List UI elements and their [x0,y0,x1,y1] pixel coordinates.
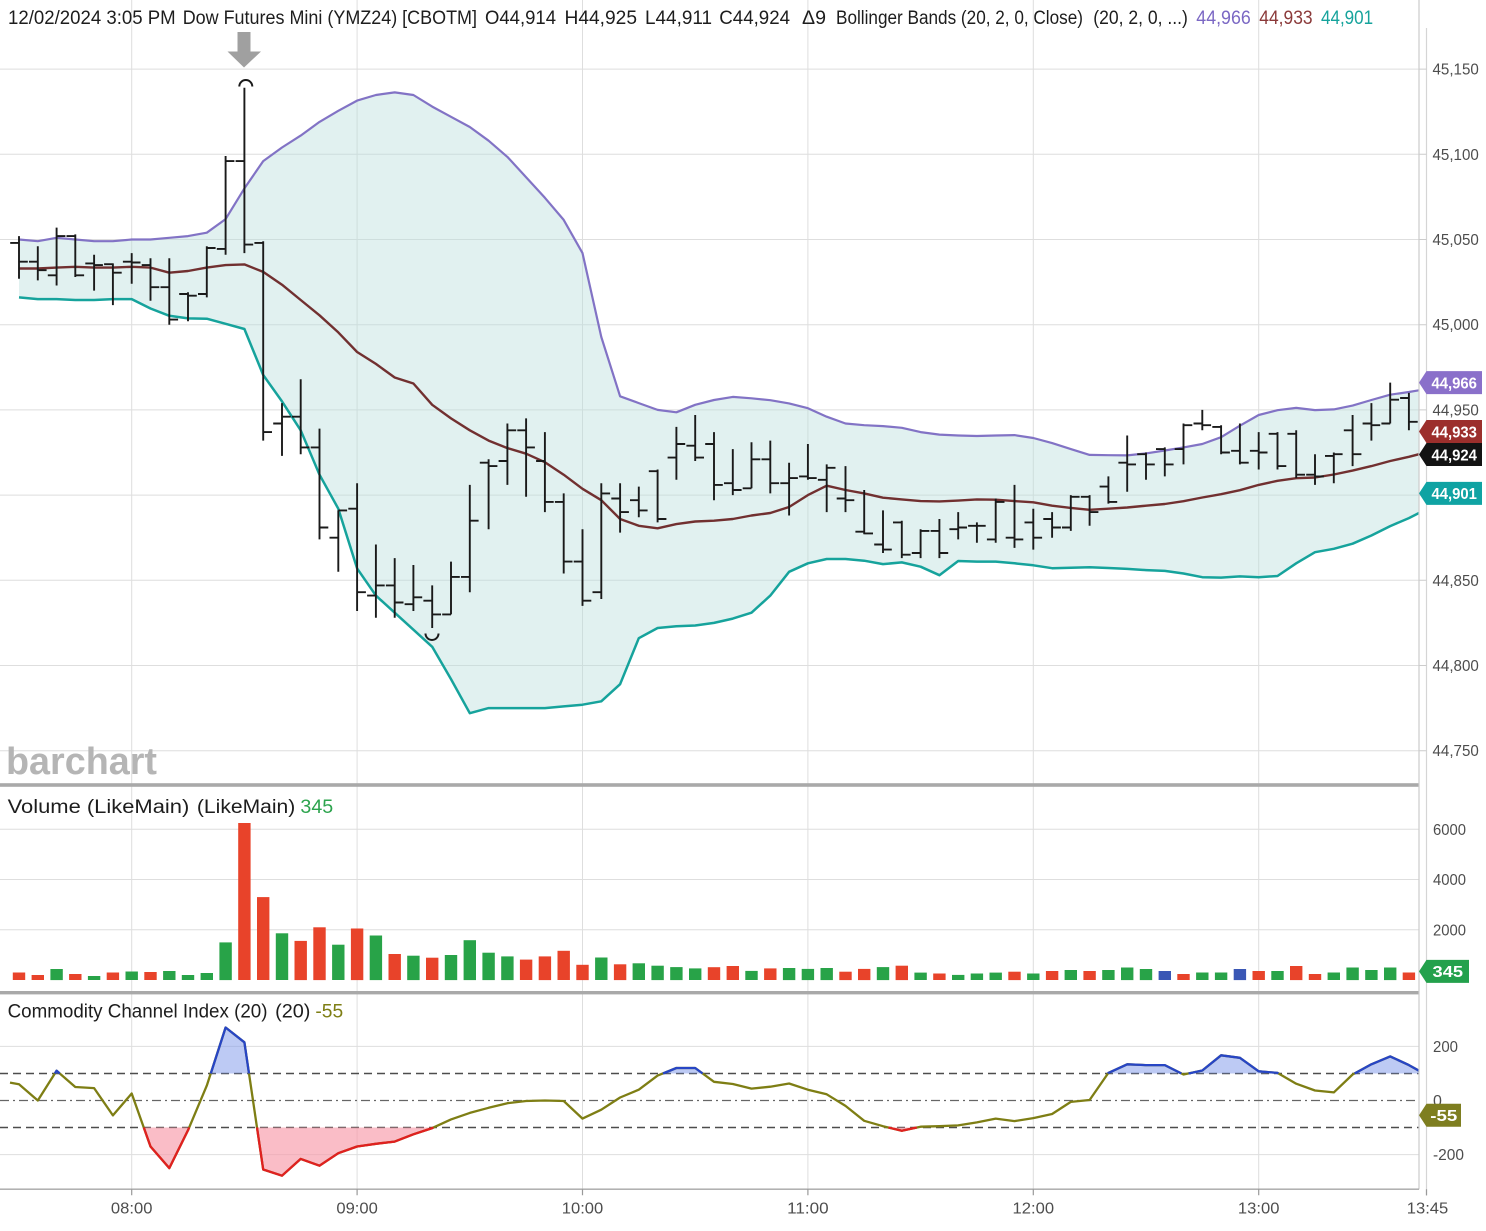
svg-text:H44,925: H44,925 [565,8,638,29]
svg-text:09:00: 09:00 [336,1201,378,1218]
svg-text:O44,914: O44,914 [485,8,556,29]
svg-text:200: 200 [1433,1039,1458,1056]
svg-text:-200: -200 [1433,1147,1464,1164]
svg-text:345: 345 [1433,964,1464,981]
svg-text:44,933: 44,933 [1259,8,1312,29]
svg-text:12:00: 12:00 [1013,1201,1055,1218]
svg-text:45,100: 45,100 [1433,147,1479,164]
svg-text:08:00: 08:00 [111,1201,153,1218]
svg-text:12/02/2024 3:05 PM: 12/02/2024 3:05 PM [8,8,176,29]
svg-text:10:00: 10:00 [562,1201,604,1218]
svg-text:L44,911: L44,911 [645,8,712,29]
svg-text:45,050: 45,050 [1433,232,1479,249]
svg-text:44,901: 44,901 [1321,8,1373,29]
svg-text:44,750: 44,750 [1433,743,1479,760]
svg-text:44,966: 44,966 [1431,375,1477,392]
svg-text:2000: 2000 [1433,922,1466,939]
svg-text:44,850: 44,850 [1433,573,1479,590]
svg-text:44,901: 44,901 [1431,486,1477,503]
svg-text:13:45: 13:45 [1407,1201,1449,1218]
svg-text:(20, 2, 0, ...): (20, 2, 0, ...) [1093,8,1188,29]
svg-text:6000: 6000 [1433,822,1466,839]
svg-text:4000: 4000 [1433,872,1466,889]
svg-text:345: 345 [300,797,333,818]
svg-text:Bollinger Bands (20, 2, 0, Clo: Bollinger Bands (20, 2, 0, Close) [836,8,1083,29]
svg-text:Commodity Channel Index (20): Commodity Channel Index (20) [8,1002,268,1023]
svg-text:44,800: 44,800 [1433,658,1479,675]
svg-text:13:00: 13:00 [1238,1201,1280,1218]
svg-text:45,150: 45,150 [1433,62,1479,79]
svg-text:44,966: 44,966 [1196,8,1251,29]
svg-text:C44,924: C44,924 [719,8,790,29]
svg-text:44,924: 44,924 [1431,447,1477,464]
svg-text:Dow Futures Mini (YMZ24) [CBOT: Dow Futures Mini (YMZ24) [CBOTM] [183,8,477,29]
svg-text:45,000: 45,000 [1433,317,1479,334]
svg-text:barchart: barchart [6,741,157,783]
svg-text:Volume (LikeMain): Volume (LikeMain) [8,797,190,818]
svg-text:-55: -55 [1430,1108,1457,1125]
svg-text:(LikeMain): (LikeMain) [197,797,295,818]
svg-text:(20): (20) [275,1002,310,1023]
svg-text:-55: -55 [315,1002,343,1023]
svg-text:11:00: 11:00 [787,1201,829,1218]
svg-text:44,933: 44,933 [1431,424,1477,441]
svg-text:0: 0 [1433,1093,1442,1110]
svg-text:44,950: 44,950 [1433,402,1479,419]
svg-text:Δ9: Δ9 [802,8,826,29]
